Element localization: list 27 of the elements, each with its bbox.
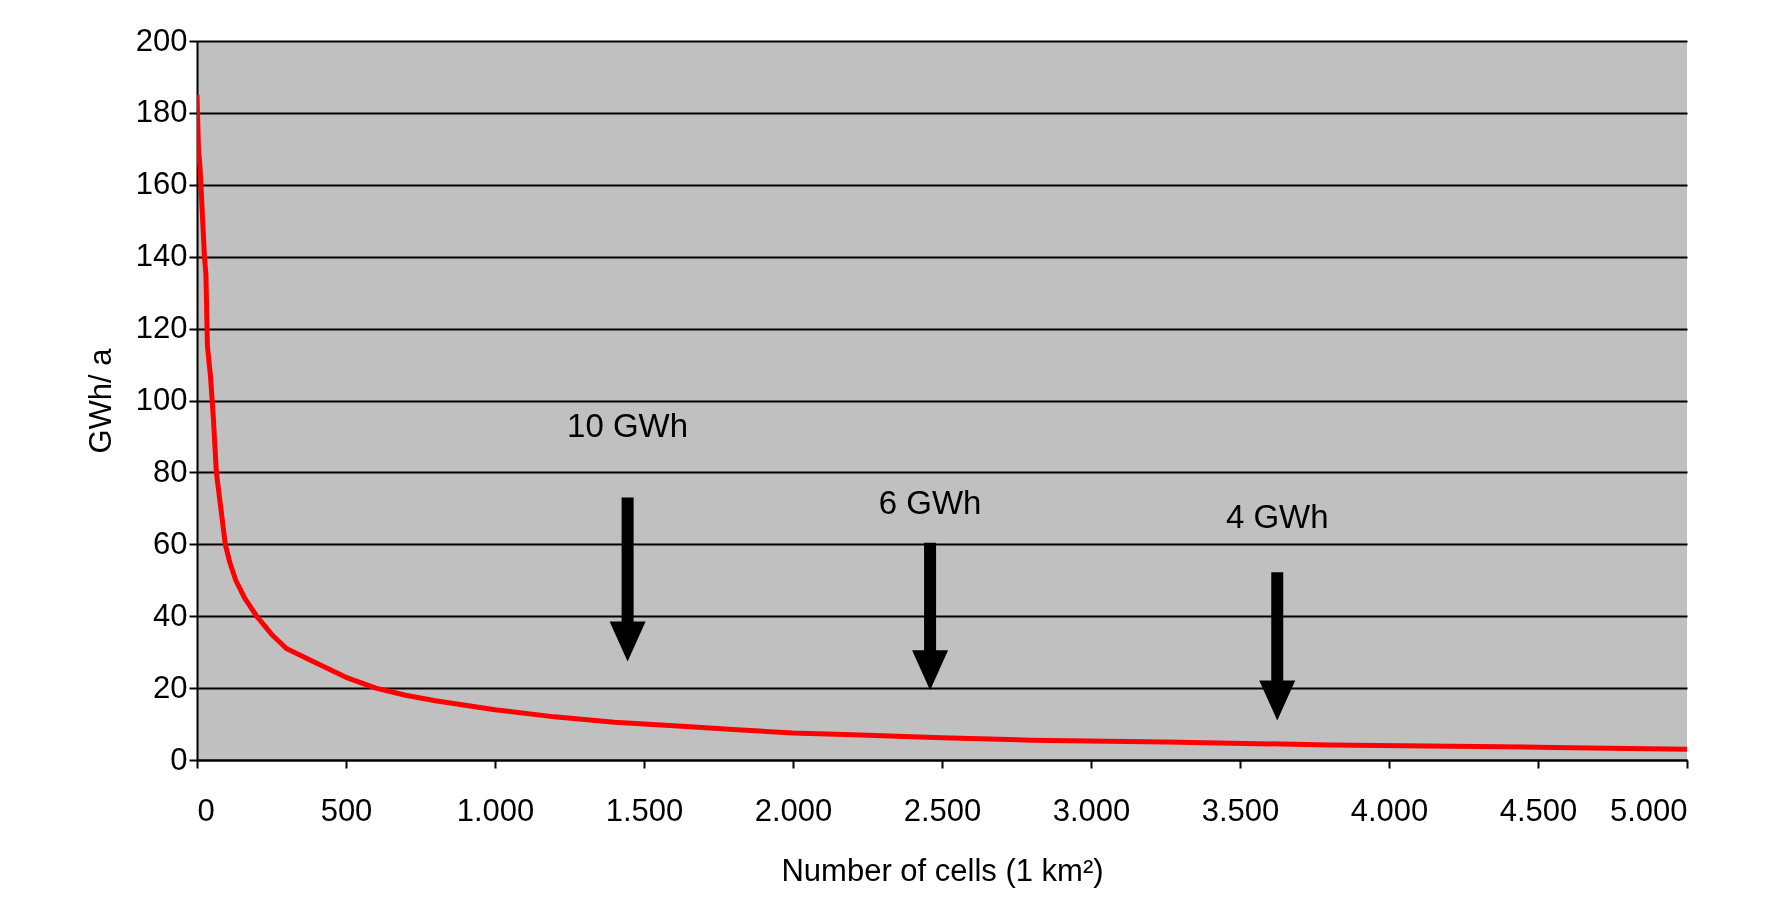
y-tick-label: 0: [170, 741, 188, 777]
x-tick-label: 2.000: [754, 792, 833, 828]
x-tick-label: 2.500: [903, 792, 982, 828]
x-tick-label: 4.500: [1499, 792, 1578, 828]
x-tick-label: 3.500: [1201, 792, 1280, 828]
y-tick-label: 60: [153, 525, 188, 561]
y-tick-label: 80: [153, 453, 188, 489]
x-tick-label: 4.000: [1350, 792, 1429, 828]
x-tick-label: 5.000: [1609, 792, 1688, 828]
y-tick-label: 180: [135, 94, 188, 130]
x-tick-label: 1.500: [605, 792, 684, 828]
y-tick-label: 160: [135, 166, 188, 202]
y-tick-label: 100: [135, 382, 188, 417]
annotation: 4 GWh: [1225, 497, 1329, 535]
y-axis-title: GWh/ a: [82, 347, 118, 454]
x-tick-label: 500: [320, 792, 373, 828]
y-tick-label: 20: [153, 669, 188, 705]
y-tick-label: 120: [135, 310, 188, 346]
x-axis-title: Number of cells (1 km²): [781, 852, 1104, 888]
y-tick-label: 40: [153, 597, 188, 633]
annotation: 10 GWh: [567, 407, 689, 445]
y-tick-label: 140: [135, 238, 188, 274]
x-tick-label: 3.000: [1052, 792, 1131, 828]
x-tick-label: 1.000: [456, 792, 535, 828]
annotation: 6 GWh: [878, 484, 982, 522]
y-tick-label: 200: [135, 22, 188, 58]
x-tick-label: 0: [197, 792, 215, 828]
